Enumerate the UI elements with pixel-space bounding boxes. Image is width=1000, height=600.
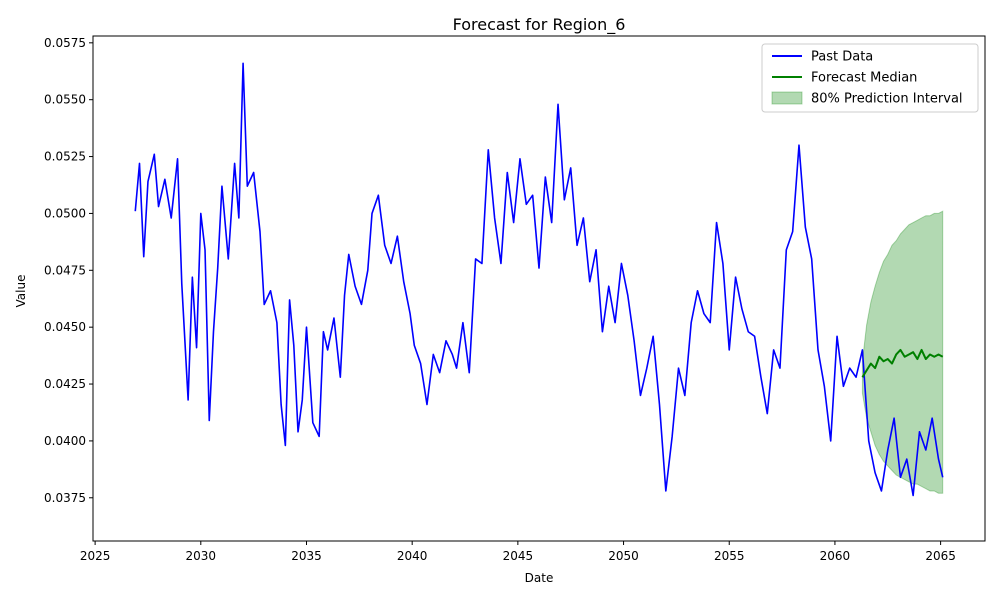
y-tick-label: 0.0575 xyxy=(44,36,86,50)
plot-area xyxy=(134,62,944,497)
axes: 2025 2030 2035 2040 2045 2050 2055 2060 2065 0.03… xyxy=(44,35,986,563)
x-tick-label: 2035 xyxy=(291,549,322,563)
x-tick-label: 2040 xyxy=(397,549,428,563)
past-data-line xyxy=(134,62,944,497)
legend-label-past-data: Past Data xyxy=(811,50,873,65)
x-tick-label: 2030 xyxy=(186,549,217,563)
legend: Past Data Forecast Median 80% Prediction… xyxy=(761,43,979,113)
legend-label-forecast-median: Forecast Median xyxy=(811,71,917,86)
x-tick-label: 2060 xyxy=(820,549,851,563)
x-tick-label: 2055 xyxy=(714,549,745,563)
y-tick-label: 0.0375 xyxy=(44,491,86,505)
y-axis-label: Value xyxy=(14,275,28,308)
legend-box xyxy=(761,43,979,113)
legend-label-prediction-interval: 80% Prediction Interval xyxy=(811,92,963,107)
x-tick-label: 2045 xyxy=(503,549,534,563)
y-tick-label: 0.0425 xyxy=(44,377,86,391)
y-tick-label: 0.0550 xyxy=(44,93,86,107)
x-tick-label: 2050 xyxy=(608,549,639,563)
x-axis-label: Date xyxy=(525,571,554,585)
plot-frame xyxy=(92,35,986,542)
chart-title: Forecast for Region_6 xyxy=(453,15,626,35)
legend-swatch-prediction-interval xyxy=(771,91,803,105)
x-tick-label: 2065 xyxy=(925,549,956,563)
y-tick-label: 0.0475 xyxy=(44,263,86,277)
forecast-median-line xyxy=(861,348,944,378)
y-tick-label: 0.0525 xyxy=(44,150,86,164)
x-tick-label: 2025 xyxy=(80,549,111,563)
y-tick-label: 0.0450 xyxy=(44,320,86,334)
y-tick-label: 0.0500 xyxy=(44,206,86,220)
y-tick-label: 0.0400 xyxy=(44,434,86,448)
